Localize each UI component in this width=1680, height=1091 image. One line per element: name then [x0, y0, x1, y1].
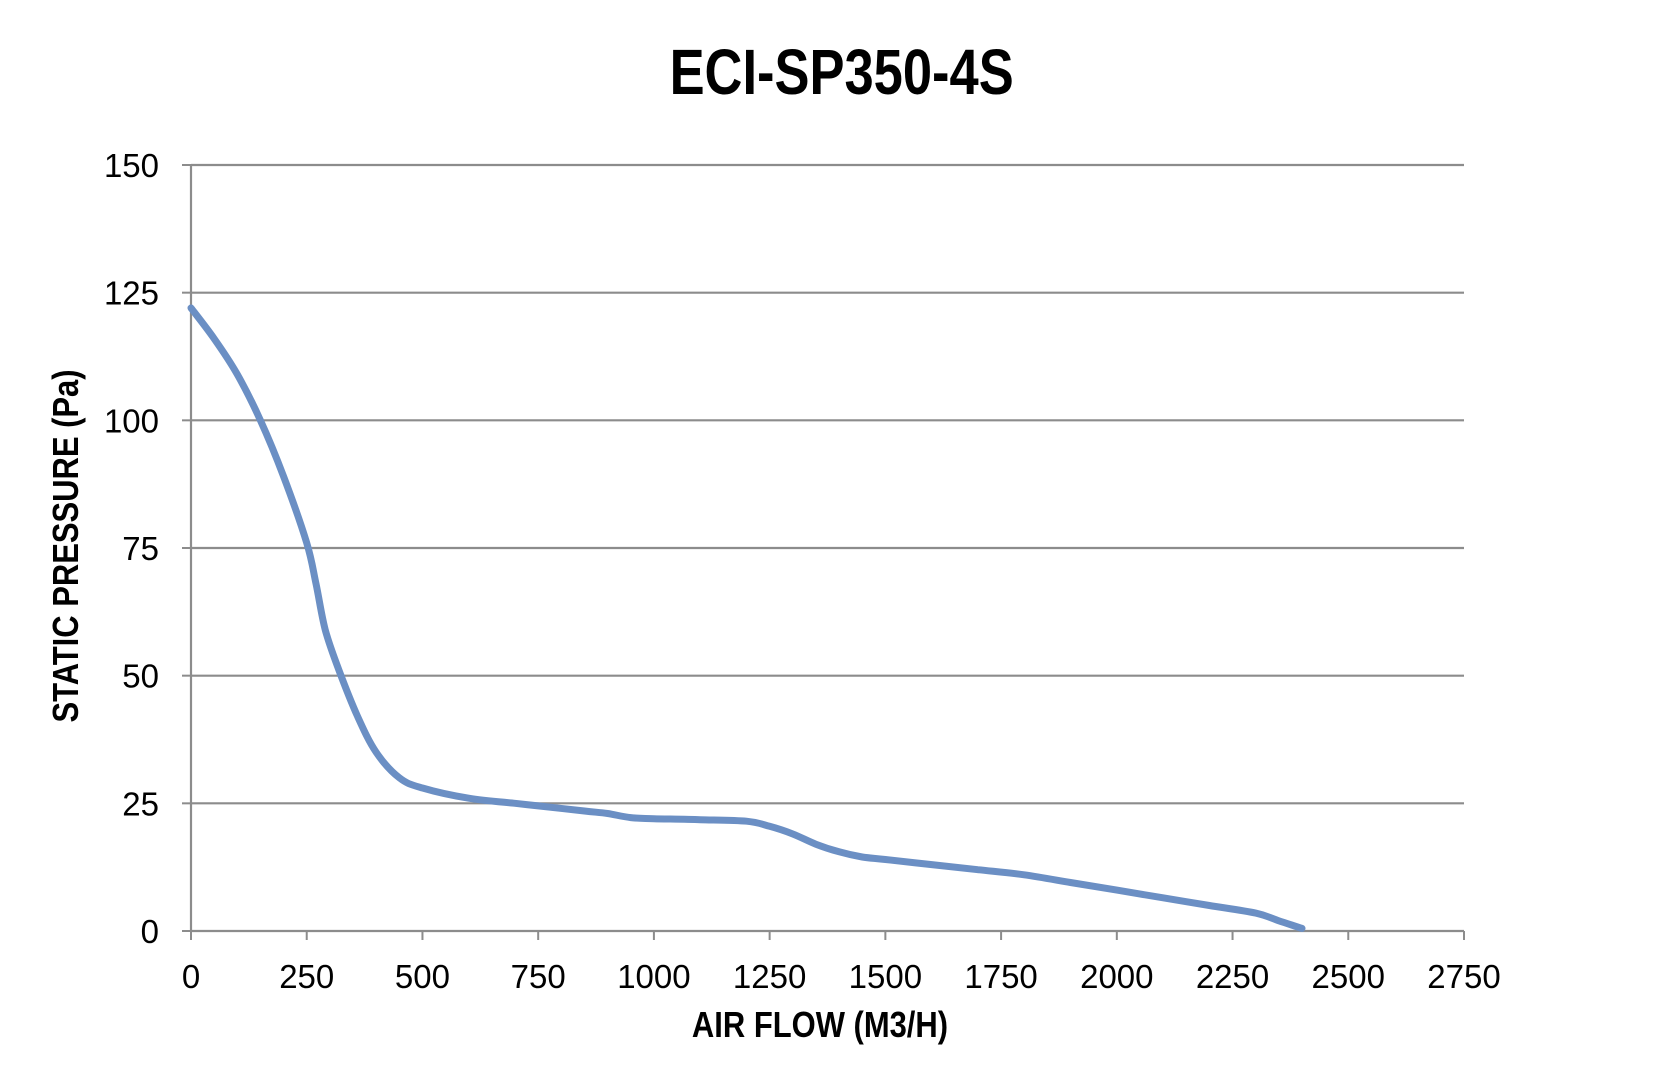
- gridlines: [191, 163, 1464, 805]
- x-tick-label: 1750: [964, 958, 1037, 995]
- x-tick-label: 1500: [849, 958, 922, 995]
- series-layer: [187, 304, 1306, 932]
- x-tick-label: 2750: [1427, 958, 1500, 995]
- y-tick-label: 50: [122, 658, 159, 695]
- y-tick-label: 100: [104, 402, 159, 439]
- y-tick-label: 150: [104, 147, 159, 184]
- x-tick-label: 2250: [1196, 958, 1269, 995]
- y-axis-title: STATIC PRESSURE (Pa): [47, 369, 87, 722]
- series-line-0: [187, 304, 1306, 932]
- x-tick-labels: 0 250 500 750 1000 1250 1500 1750 2000 2250 2500 27…: [182, 958, 1501, 995]
- x-tick-label: 2000: [1080, 958, 1153, 995]
- y-tick-labels: 0 25 50 75 100 125 150: [104, 147, 159, 950]
- y-tick-label: 0: [141, 913, 159, 950]
- x-tick-label: 500: [395, 958, 450, 995]
- x-tick-label: 2500: [1312, 958, 1385, 995]
- y-tick-label: 25: [122, 785, 159, 822]
- chart-title: ECI-SP350-4S: [670, 37, 1014, 108]
- x-tick-label: 1250: [733, 958, 806, 995]
- axes: [182, 164, 1465, 940]
- x-axis-title: AIR FLOW (M3/H): [692, 1006, 948, 1046]
- y-tick-label: 75: [122, 530, 159, 567]
- y-tick-label: 125: [104, 275, 159, 312]
- x-tick-label: 750: [511, 958, 566, 995]
- x-tick-label: 1000: [617, 958, 690, 995]
- x-tick-label: 250: [279, 958, 334, 995]
- x-tick-label: 0: [182, 958, 200, 995]
